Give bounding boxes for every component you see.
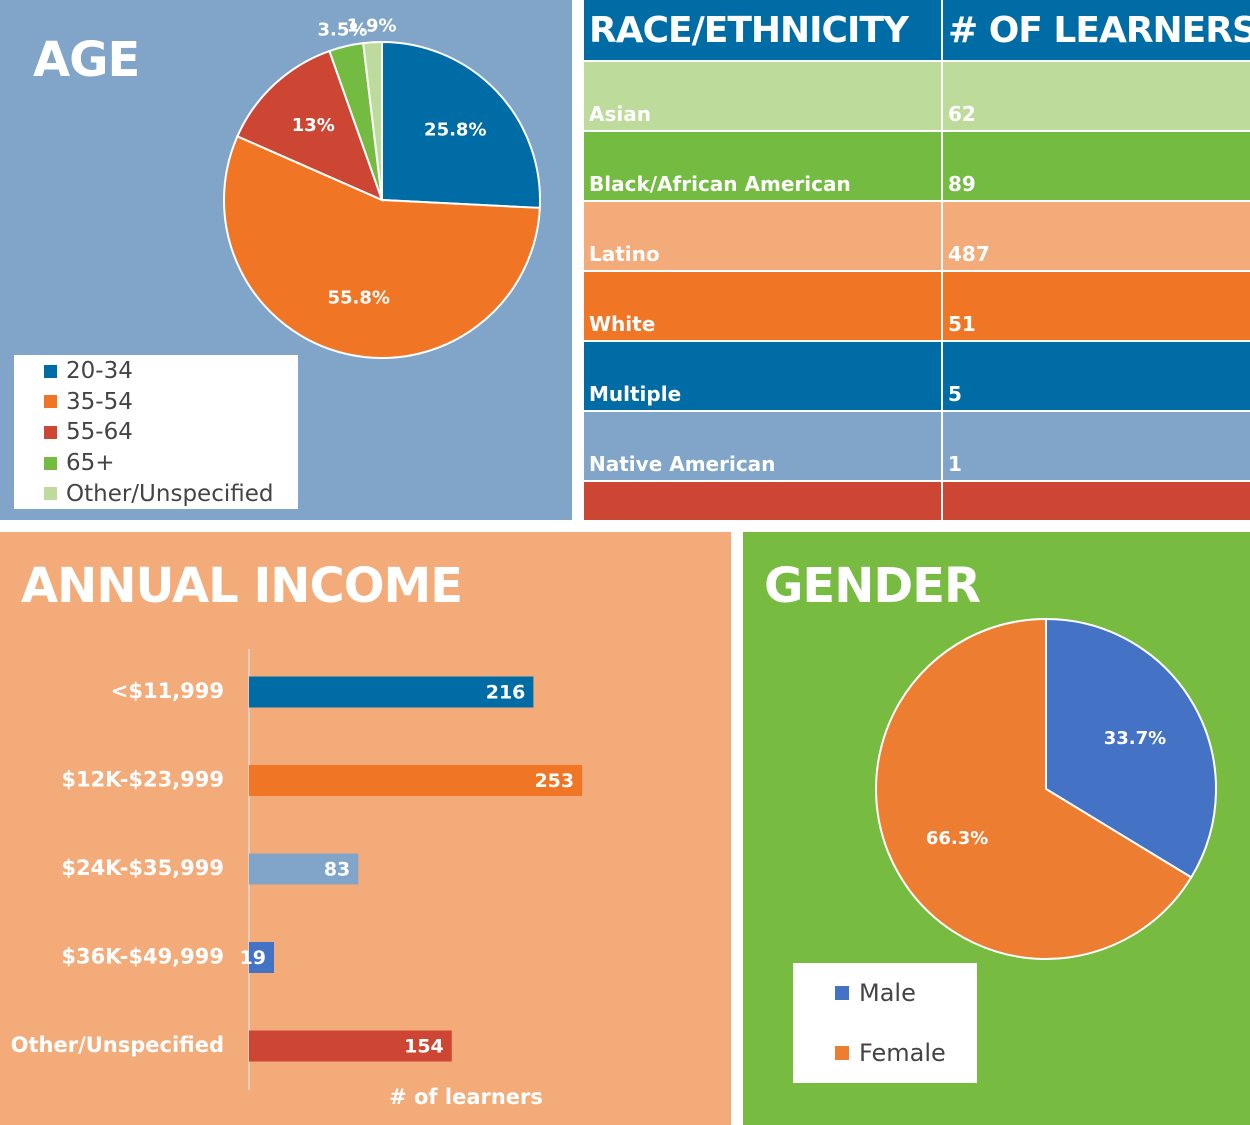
race-cell-label: Other/Unspecified <box>584 480 943 520</box>
gender-title: GENDER <box>764 558 981 614</box>
age-panel: AGE 25.8% 55.8% 13% 3.5% 1.9% 20-34 35-54 55-6… <box>0 0 572 520</box>
race-cell-label: Multiple <box>584 340 943 411</box>
age-label-20-34: 25.8% <box>424 119 486 140</box>
race-header-count: # OF LEARNERS <box>942 0 1250 61</box>
race-cell-count: 89 <box>942 130 1250 201</box>
race-row: Other/Unspecified30 <box>584 480 1250 520</box>
gender-legend-male: Male <box>793 963 977 1023</box>
age-label-55-64: 13% <box>292 115 335 136</box>
gender-slice-female <box>875 617 1193 960</box>
age-legend-35-54: 35-54 <box>14 387 298 418</box>
age-label-35-54: 55.8% <box>327 287 389 308</box>
race-cell-count: 1 <box>942 410 1250 481</box>
race-table: RACE/ETHNICITY # OF LEARNERS Asian 62 Blac… <box>584 0 1250 520</box>
age-pie-chart: 25.8% 55.8% 13% 3.5%1.9% <box>223 15 541 360</box>
income-bar-2 <box>249 765 583 796</box>
income-value-label: 216 <box>486 682 526 704</box>
age-slice-20-34 <box>381 40 541 209</box>
gender-legend-label: Female <box>859 1039 946 1067</box>
income-value-label: 154 <box>404 1036 444 1058</box>
race-cell-label: Native American <box>584 410 943 481</box>
income-bar-5 <box>249 1030 452 1062</box>
gender-label-male: 33.7% <box>1104 728 1166 749</box>
race-row: Native American 1 <box>584 410 1250 481</box>
gender-label-female: 66.3% <box>926 828 988 849</box>
age-legend-label: 35-54 <box>66 388 133 415</box>
age-slice-other-unspecified <box>362 40 383 201</box>
gender-legend-female: Female <box>793 1023 977 1083</box>
age-label-65: 3.5% <box>317 20 367 41</box>
income-value-label: 19 <box>240 947 266 969</box>
gender-slice-male <box>1045 617 1217 879</box>
race-cell-label: Black/African American <box>584 130 943 201</box>
race-cell-label: White <box>584 270 943 341</box>
income-bar-chart: <$11,999 216 $12K-$23,999 253 $24K-$35,999 83… <box>11 649 583 1109</box>
income-category-label: $24K-$35,999 <box>61 856 224 880</box>
gender-legend-swatch <box>835 986 849 1000</box>
age-legend-65: 65+ <box>14 448 298 479</box>
gender-legend-swatch <box>835 1046 849 1060</box>
race-row: Black/African American 89 <box>584 130 1250 201</box>
age-legend-label: Other/Unspecified <box>66 480 274 507</box>
race-cell-count: 487 <box>942 200 1250 271</box>
age-legend-label: 65+ <box>66 450 115 477</box>
race-row: White 51 <box>584 270 1250 341</box>
income-bar-3 <box>249 853 359 885</box>
age-slice-55-64 <box>236 49 384 202</box>
gender-legend: Male Female <box>793 963 977 1083</box>
race-row: Multiple 5 <box>584 340 1250 411</box>
age-legend-swatch <box>44 487 57 501</box>
race-header-row: RACE/ETHNICITY # OF LEARNERS <box>584 0 1250 61</box>
race-cell-count: 62 <box>942 60 1250 131</box>
income-value-label: 253 <box>534 770 574 792</box>
income-title: ANNUAL INCOME <box>21 558 463 614</box>
age-legend-label: 20-34 <box>66 358 133 385</box>
income-category-label: Other/Unspecified <box>11 1033 224 1057</box>
gender-panel: GENDER 33.7% 66.3% Male Female <box>743 532 1250 1125</box>
age-legend-other-unspecified: Other/Unspecified <box>14 478 298 509</box>
age-legend-swatch <box>44 456 57 470</box>
race-cell-count: 5 <box>942 340 1250 411</box>
income-panel: ANNUAL INCOME <$11,999 216 $12K-$23,999 253… <box>0 532 731 1125</box>
race-header-label: RACE/ETHNICITY <box>584 0 943 61</box>
race-cell-label: Latino <box>584 200 943 271</box>
age-legend-55-64: 55-64 <box>14 417 298 448</box>
race-row: Asian 62 <box>584 60 1250 131</box>
age-slice-35-54 <box>223 135 541 360</box>
race-row: Latino 487 <box>584 200 1250 271</box>
race-panel: RACE/ETHNICITY # OF LEARNERS Asian 62 Blac… <box>584 0 1250 520</box>
income-category-label: $36K-$49,999 <box>61 945 224 969</box>
age-legend-swatch <box>44 425 57 439</box>
income-value-label: 83 <box>324 859 350 881</box>
race-cell-count: 30 <box>942 480 1250 520</box>
age-legend-label: 55-64 <box>66 419 133 446</box>
age-label-other-unspecified: 1.9% <box>347 15 397 36</box>
gender-legend-label: Male <box>859 979 916 1007</box>
income-category-label: $12K-$23,999 <box>61 768 224 792</box>
age-legend: 20-34 35-54 55-64 65+ Other/Unspecified <box>14 355 298 509</box>
age-legend-20-34: 20-34 <box>14 356 298 387</box>
income-bar-4 <box>249 942 275 973</box>
income-category-label: <$11,999 <box>111 679 224 703</box>
income-x-axis-label: # of learners <box>389 1085 543 1109</box>
age-legend-swatch <box>44 364 57 378</box>
race-cell-label: Asian <box>584 60 943 131</box>
gender-pie-chart: 33.7% 66.3% <box>875 617 1217 960</box>
age-title: AGE <box>33 32 140 88</box>
race-cell-count: 51 <box>942 270 1250 341</box>
age-legend-swatch <box>44 395 57 409</box>
income-bar-1 <box>249 676 534 708</box>
